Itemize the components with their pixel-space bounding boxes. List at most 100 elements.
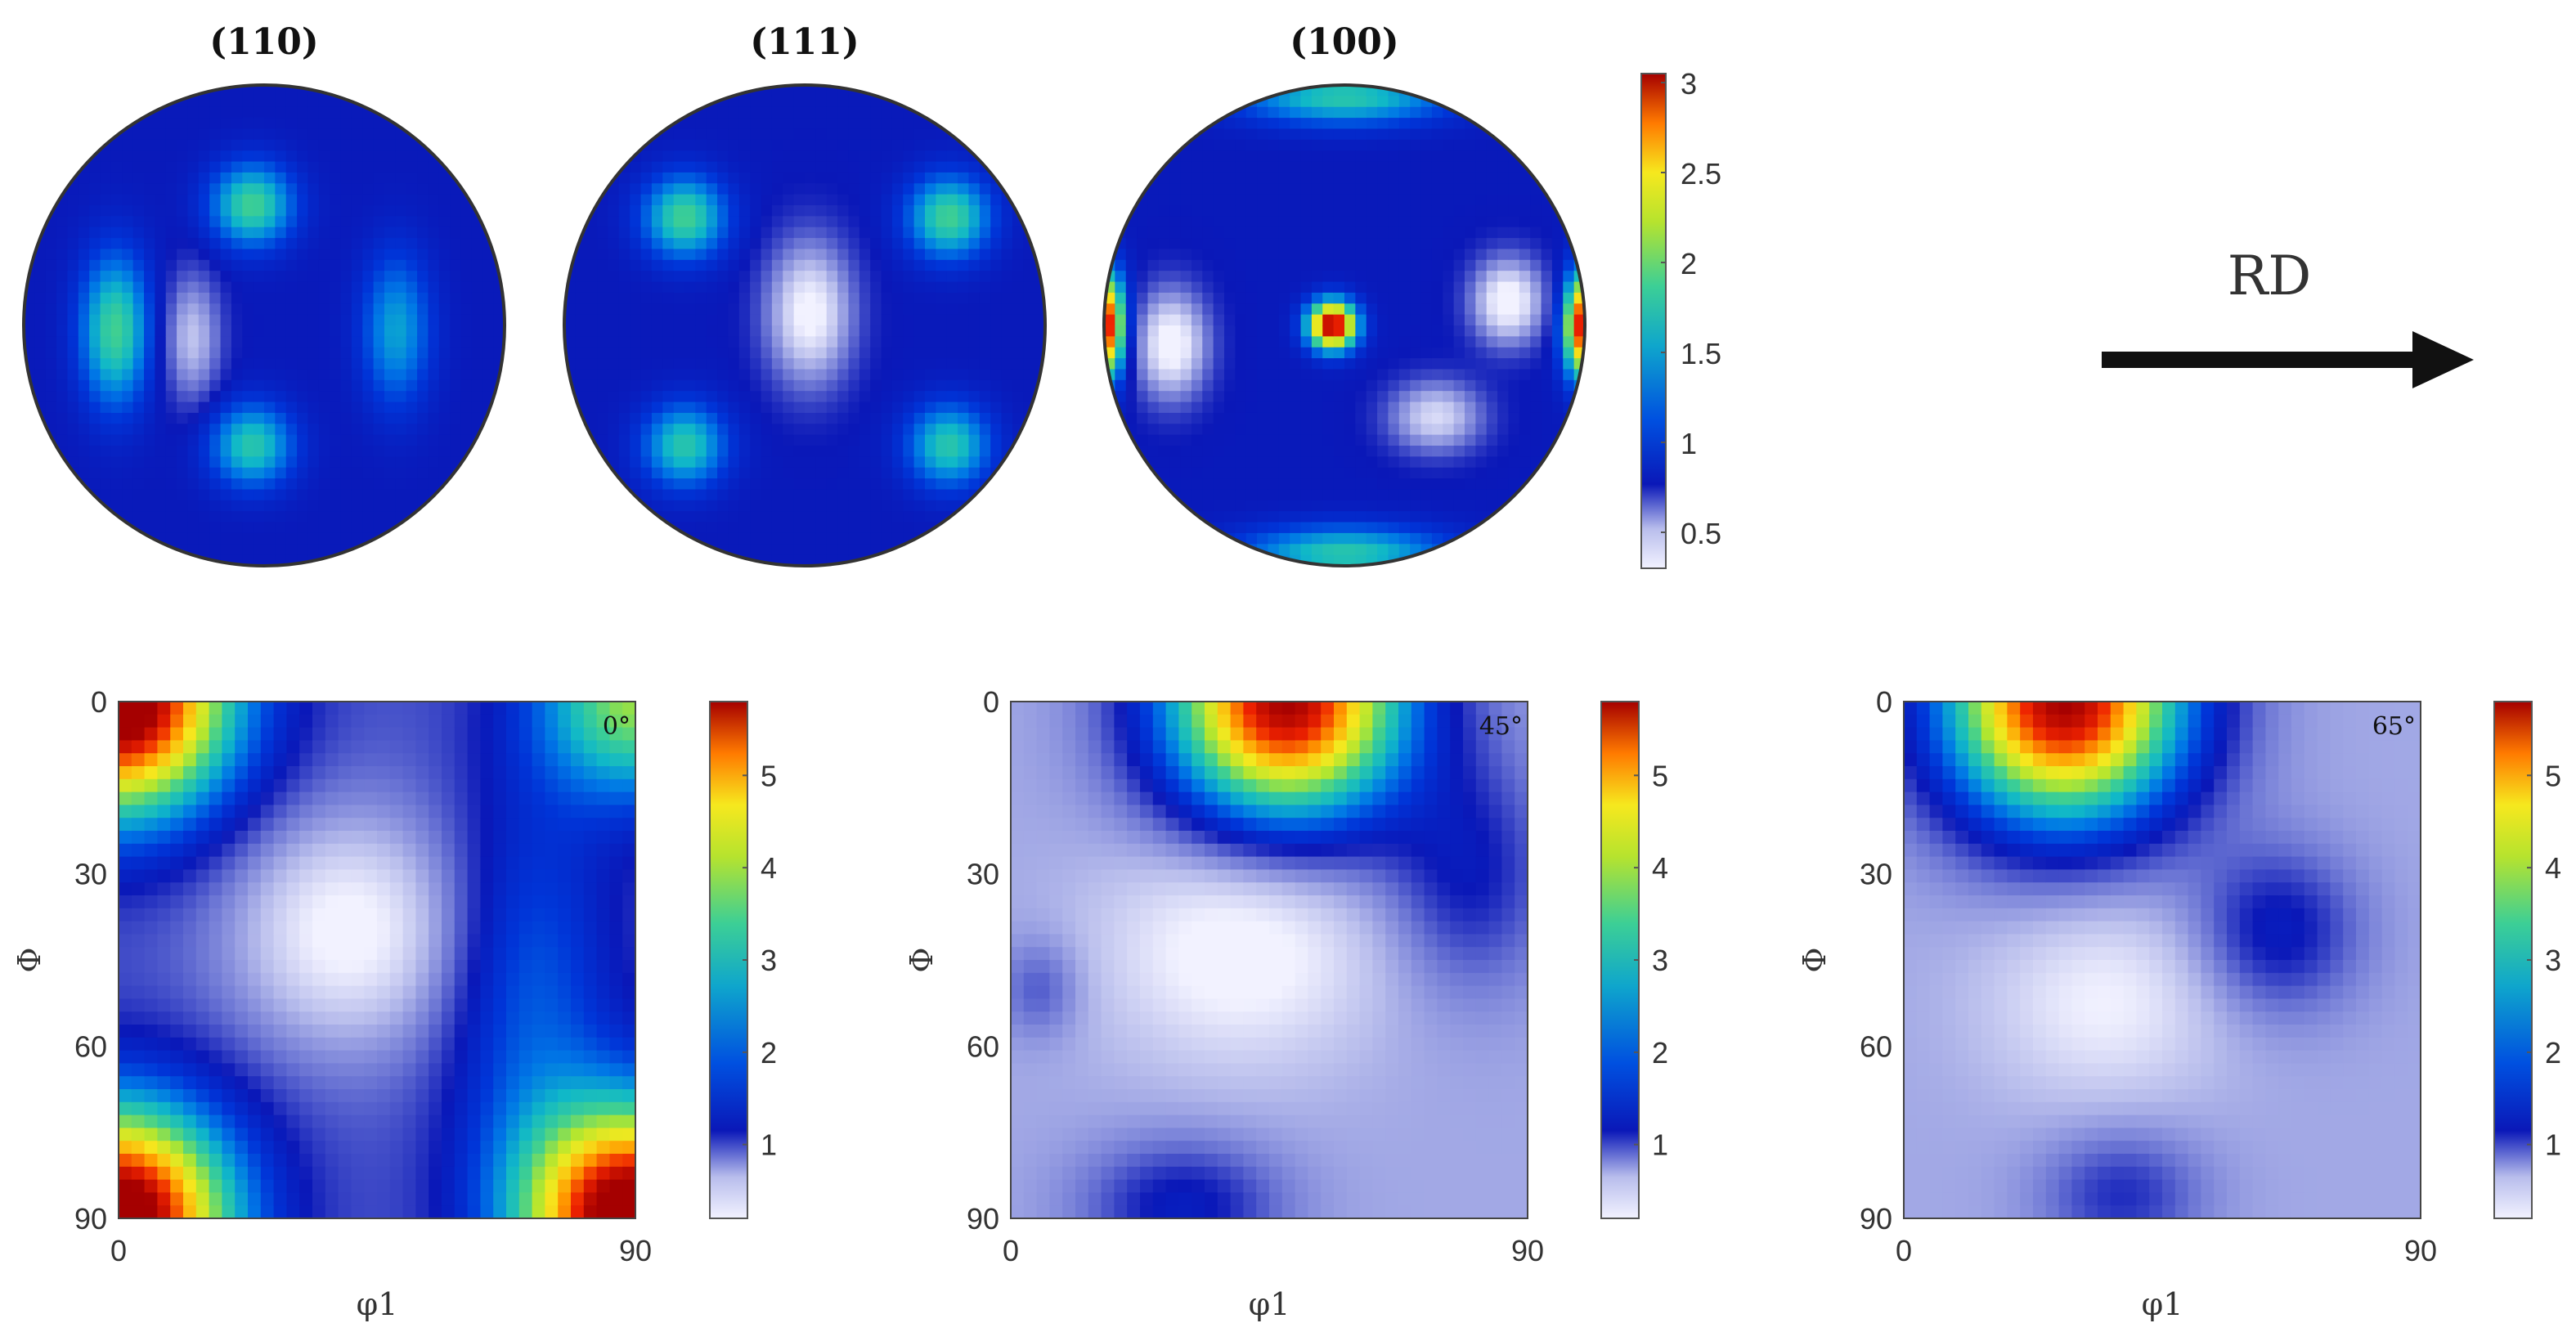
pole-figure-cell [1191, 314, 1203, 326]
pole-figure-cell [1257, 259, 1269, 271]
pole-figure-cell [826, 336, 838, 348]
pole-figure-cell [891, 336, 904, 348]
pole-figure-cell [968, 369, 981, 381]
pole-figure-cell [45, 336, 57, 348]
pole-figure-cell [198, 522, 210, 534]
pole-figure-cell [750, 336, 762, 348]
pole-figure-cell [330, 216, 342, 228]
pole-figure-cell [1333, 128, 1345, 141]
pole-figure-cell [837, 150, 850, 163]
pole-figure-cell [384, 303, 396, 316]
pole-figure-cell [132, 128, 145, 141]
pole-figure-cell [1169, 292, 1182, 304]
pole-figure-cell [89, 478, 101, 491]
pole-figure-cell [891, 532, 904, 545]
pole-figure-cell [1443, 238, 1455, 250]
pole-figure-cell [761, 434, 773, 446]
pole-figure-cell [373, 434, 385, 446]
pole-figure-cell [438, 358, 451, 370]
pole-figure-cell [275, 522, 287, 534]
pole-figure-cell [1443, 358, 1455, 370]
pole-figure-cell [1235, 500, 1247, 512]
pole-figure-cell [1191, 336, 1203, 348]
pole-figure-cell [805, 478, 816, 491]
pole-figure-cell [979, 424, 991, 436]
odf-cell [144, 843, 158, 858]
pole-figure-cell [728, 500, 740, 512]
pole-figure-cell [608, 226, 620, 239]
pole-figure-cell [471, 391, 483, 403]
pole-figure-cell [132, 347, 145, 359]
pole-figure-cell [275, 347, 287, 359]
pole-figure-cell [870, 139, 882, 151]
pole-figure-cell [1202, 259, 1214, 271]
pole-figure-cell [1125, 249, 1138, 261]
pole-figure-cell [1344, 522, 1356, 534]
pole-figure-cell [406, 281, 418, 294]
pole-figure-cell [253, 554, 265, 566]
pole-figure-cell [859, 532, 871, 545]
pole-figure-cell [351, 511, 363, 523]
pole-figure-cell [264, 205, 276, 217]
pole-figure-cell [1290, 249, 1302, 261]
pole-figure-cell [1224, 161, 1236, 173]
pole-figure-cell [1300, 325, 1313, 337]
pole-figure-cell [110, 369, 123, 381]
pole-figure-cell [1541, 259, 1553, 271]
pole-figure-cell [608, 303, 620, 316]
pole-figure-cell [307, 303, 320, 316]
pole-figure-cell [1257, 369, 1269, 381]
pole-figure-cell [209, 379, 222, 392]
pole-figure-cell [395, 369, 407, 381]
pole-figure-cell [805, 96, 816, 108]
pole-figure-cell [1180, 358, 1192, 370]
pole-figure-cell [45, 379, 57, 392]
pole-figure-cell [460, 216, 473, 228]
pole-figure-cell [903, 401, 915, 414]
pole-figure-cell [1366, 161, 1378, 173]
pole-figure-cell [837, 412, 850, 424]
pole-figure-cell [805, 554, 816, 566]
pole-figure-cell [110, 314, 123, 326]
pole-figure-cell [330, 434, 342, 446]
pole-figure-cell [1180, 259, 1192, 271]
pole-figure-cell [891, 369, 904, 381]
pole-figure-cell [640, 467, 653, 479]
pole-figure-cell [881, 161, 893, 173]
pole-figure-cell [925, 434, 936, 446]
pole-figure-cell [220, 106, 232, 119]
pole-figure-cell [89, 292, 101, 304]
pole-figure-cell [826, 467, 838, 479]
pole-figure-cell [297, 500, 309, 512]
pole-figure-cell [1519, 325, 1531, 337]
pole-figure-cell [67, 478, 79, 491]
pole-figure-cell [482, 303, 495, 316]
pole-figure-cell [100, 358, 112, 370]
pole-figure-cell [837, 532, 850, 545]
pole-figure-cell [1530, 424, 1542, 436]
pole-figure-cell [1180, 172, 1192, 184]
pole-figure-cell [946, 161, 958, 173]
pole-figure-cell [297, 544, 309, 556]
pole-figure-cell [913, 128, 926, 141]
pole-figure-cell [1355, 336, 1367, 348]
pole-figure-cell [110, 446, 123, 457]
pole-figure-cell [673, 292, 685, 304]
pole-figure-cell [209, 172, 222, 184]
pole-figure-cell [187, 369, 200, 381]
pole-figure-cell [1290, 336, 1302, 348]
pole-figure-cell [958, 489, 970, 501]
pole-figure-cell [1497, 194, 1510, 206]
pole-figure-cell [1180, 183, 1192, 195]
pole-figure-cell [1530, 292, 1542, 304]
pole-figure-cell [695, 325, 707, 337]
pole-figure-cell [793, 489, 806, 501]
pole-figure-cell [340, 194, 352, 206]
pole-figure-cell [285, 226, 298, 239]
pole-figure-cell [318, 478, 330, 491]
pole-figure-cell [1158, 424, 1170, 436]
pole-figure-cell [471, 325, 483, 337]
pole-figure-cell [1311, 467, 1323, 479]
pole-figure-cell [1475, 150, 1488, 163]
pole-figure-cell [1245, 467, 1258, 479]
